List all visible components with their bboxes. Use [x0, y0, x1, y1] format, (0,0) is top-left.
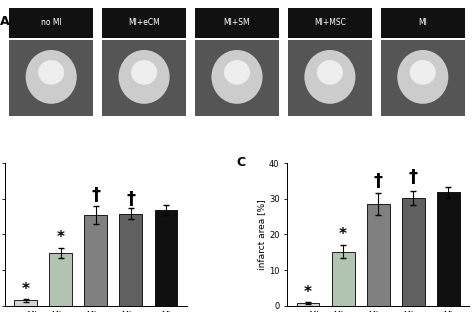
FancyBboxPatch shape: [9, 40, 93, 116]
FancyBboxPatch shape: [9, 8, 93, 38]
Ellipse shape: [118, 50, 170, 104]
FancyBboxPatch shape: [195, 40, 279, 116]
Bar: [155, 210, 177, 306]
Text: *: *: [57, 230, 65, 245]
Text: MI: MI: [419, 18, 427, 27]
Text: †: †: [91, 186, 100, 204]
Text: †: †: [409, 168, 418, 186]
Ellipse shape: [224, 60, 250, 85]
FancyBboxPatch shape: [102, 40, 186, 116]
FancyBboxPatch shape: [195, 8, 279, 38]
Ellipse shape: [410, 60, 436, 85]
Text: A: A: [0, 15, 10, 28]
Ellipse shape: [397, 50, 448, 104]
Ellipse shape: [131, 60, 157, 85]
Text: C: C: [236, 156, 245, 169]
Bar: [14, 300, 37, 306]
Ellipse shape: [317, 60, 343, 85]
Bar: [84, 215, 107, 306]
Text: MI+MSC: MI+MSC: [314, 18, 346, 27]
Text: †: †: [127, 190, 136, 207]
Text: *: *: [339, 227, 347, 241]
Text: *: *: [22, 282, 30, 297]
Bar: [49, 253, 72, 306]
Bar: [119, 214, 142, 306]
FancyBboxPatch shape: [288, 40, 372, 116]
Bar: [332, 251, 355, 306]
Bar: [402, 198, 425, 306]
Text: no MI: no MI: [41, 18, 62, 27]
FancyBboxPatch shape: [381, 8, 465, 38]
Ellipse shape: [211, 50, 263, 104]
Y-axis label: infarct area [%]: infarct area [%]: [257, 199, 266, 270]
Ellipse shape: [304, 50, 356, 104]
Ellipse shape: [38, 60, 64, 85]
Ellipse shape: [26, 50, 77, 104]
FancyBboxPatch shape: [381, 40, 465, 116]
Bar: [297, 303, 319, 306]
Text: †: †: [374, 172, 383, 190]
Text: *: *: [304, 285, 312, 300]
FancyBboxPatch shape: [288, 8, 372, 38]
Text: MI+eCM: MI+eCM: [128, 18, 160, 27]
Bar: [367, 204, 390, 306]
FancyBboxPatch shape: [102, 8, 186, 38]
Bar: [437, 192, 460, 306]
Text: MI+SM: MI+SM: [224, 18, 250, 27]
